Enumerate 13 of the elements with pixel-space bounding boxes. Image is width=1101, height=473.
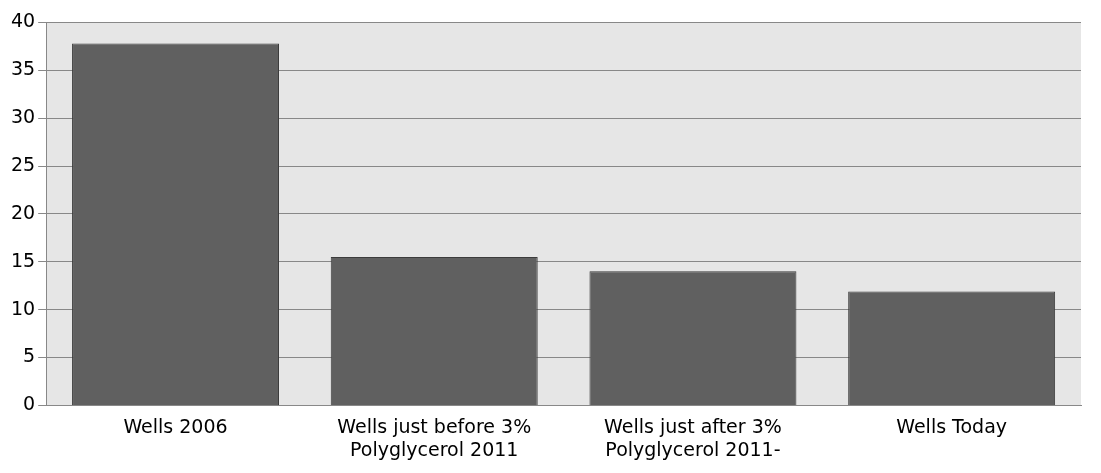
y-tick-label: 40 [10,9,36,32]
y-tick-label: 15 [10,248,36,271]
x-tick-label: Wells just before 3% Polyglycerol 2011 [337,414,532,460]
y-tick-label: 0 [23,392,36,415]
y-tick-label: 30 [10,105,36,128]
x-tick-label: Wells Today [896,414,1008,437]
y-tick-label: 10 [10,296,36,319]
y-tick-label: 20 [10,200,36,223]
y-tick-label: 35 [10,57,36,80]
y-tick-label: 5 [23,344,36,367]
x-tick-label: Wells just after 3% Polyglycerol 2011- [604,414,782,460]
x-tick-label: Wells 2006 [123,414,228,437]
y-tick-label: 25 [10,152,36,175]
